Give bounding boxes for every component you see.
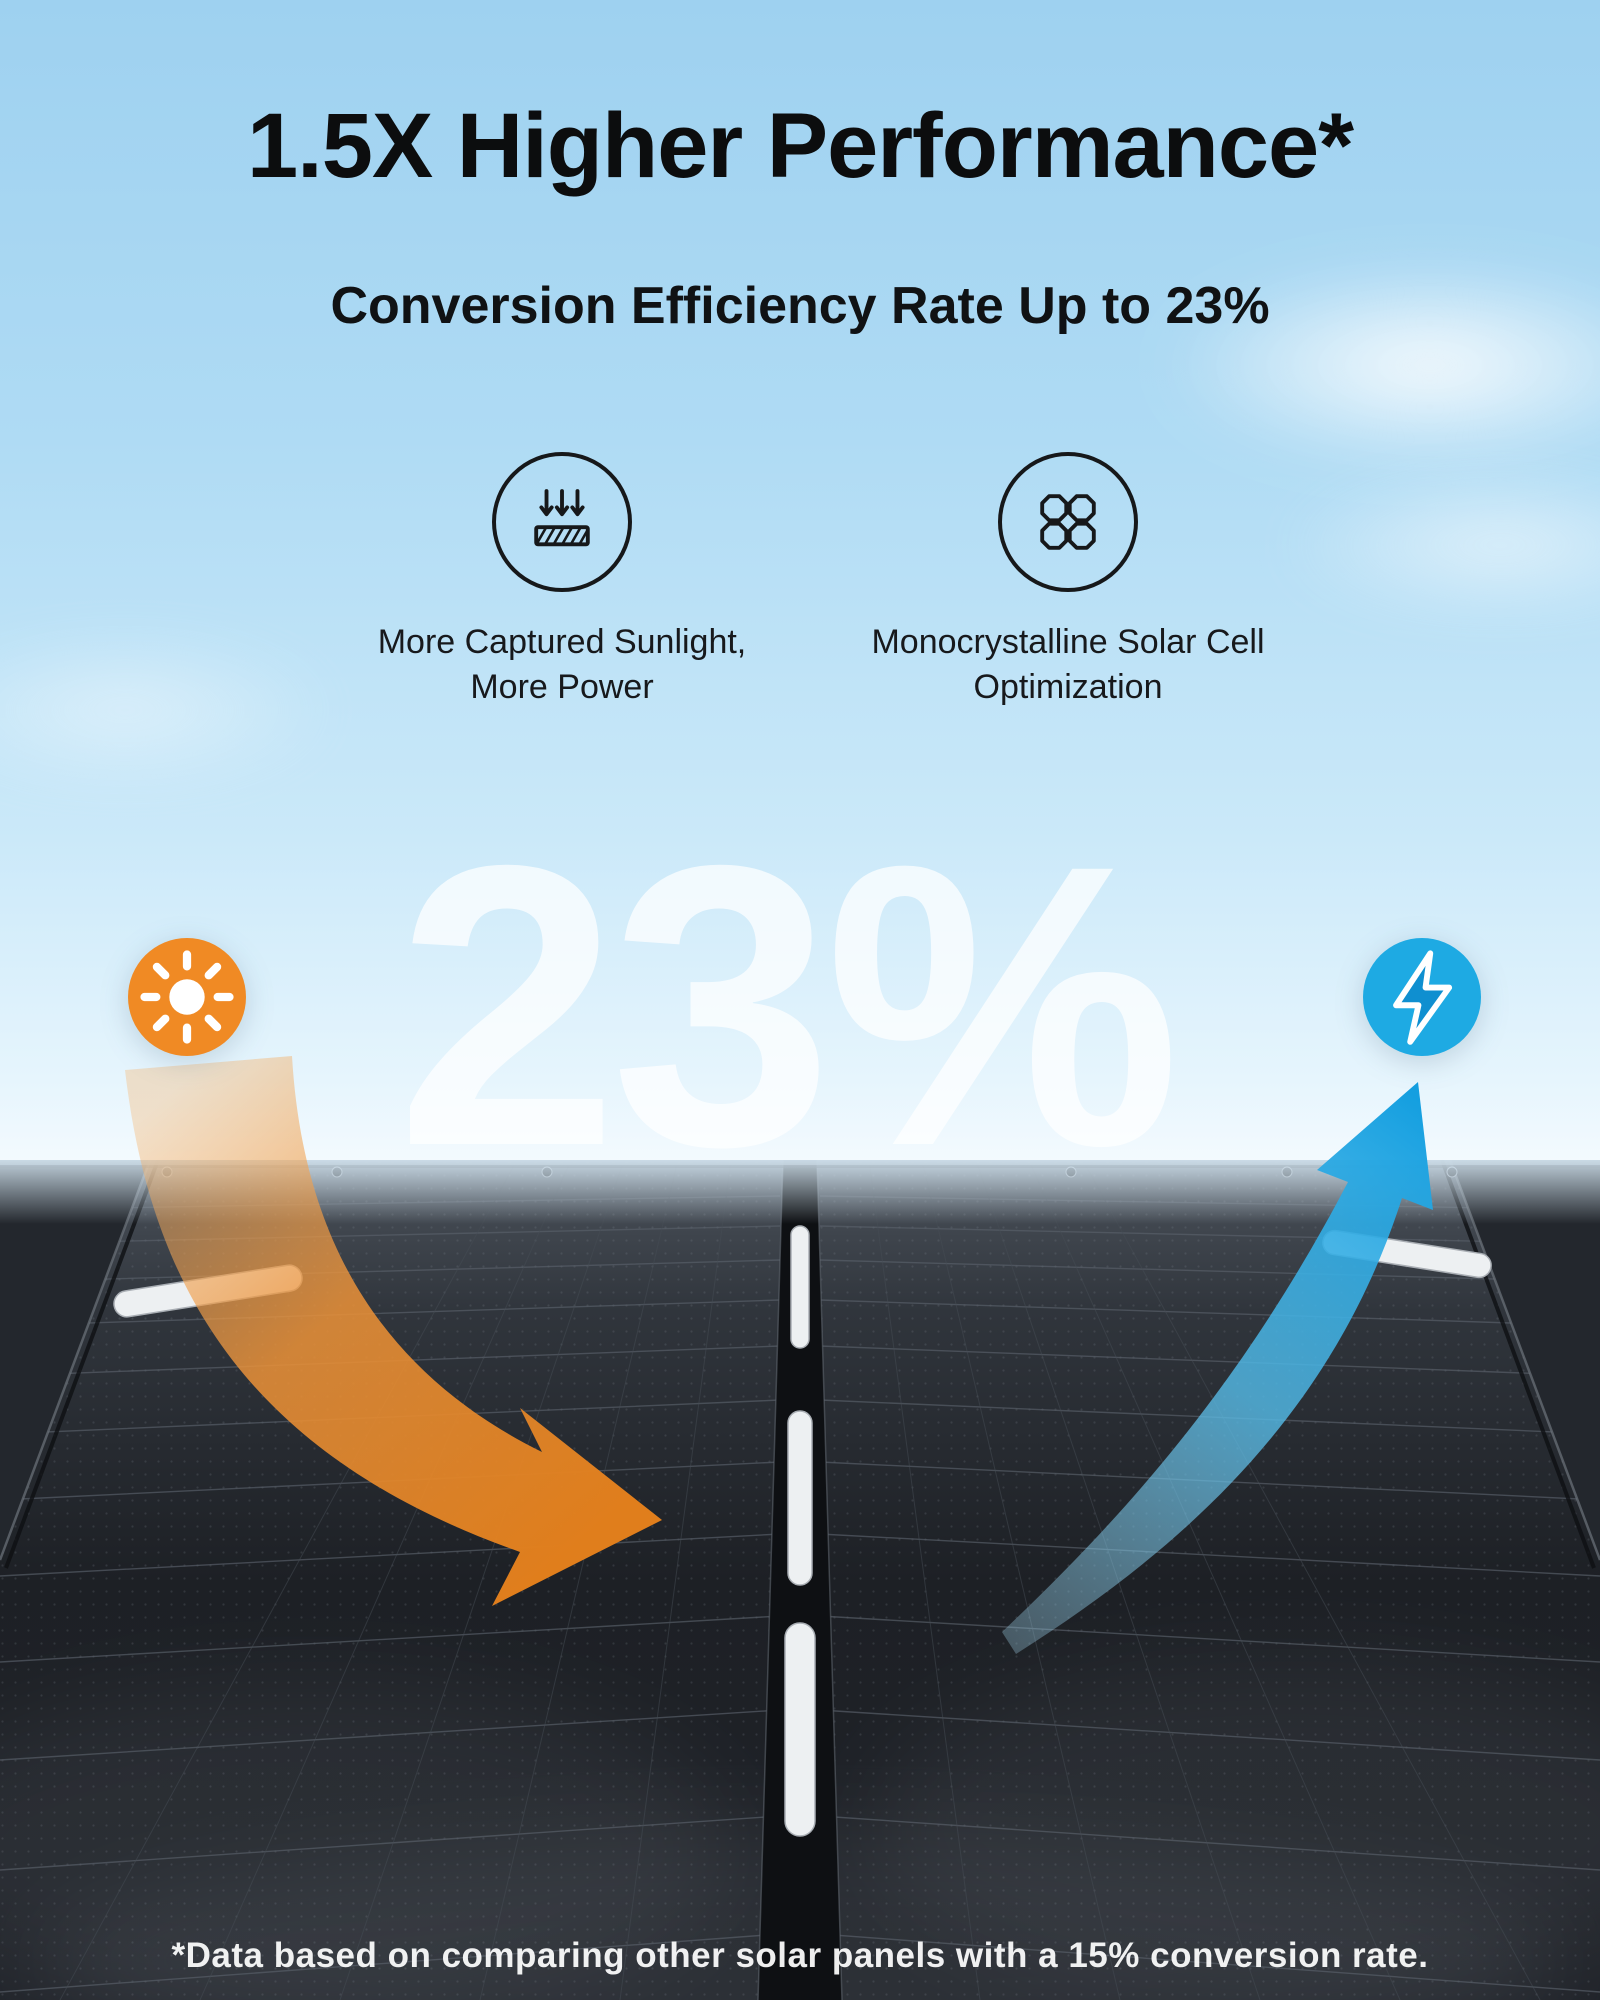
feature-caption-line: Monocrystalline Solar Cell	[871, 623, 1265, 661]
efficiency-watermark: 23%	[396, 782, 1181, 1229]
sun-icon	[140, 950, 234, 1044]
sunlight-capture-icon	[534, 489, 590, 547]
feature-sunlight: More Captured Sunlight, More Power	[302, 452, 822, 710]
cloud	[0, 630, 340, 790]
feature-caption: Monocrystalline Solar Cell Optimization	[808, 620, 1328, 710]
cloud	[1280, 470, 1600, 620]
feature-mono-cell: Monocrystalline Solar Cell Optimization	[808, 452, 1328, 710]
lightning-icon	[1393, 950, 1453, 1045]
feature-caption-line: More Captured Sunlight,	[377, 623, 747, 661]
solar-panel-photo	[0, 1160, 1600, 2000]
feature-caption-line: Optimization	[973, 667, 1163, 706]
feature-ring	[998, 452, 1138, 592]
feature-ring	[492, 452, 632, 592]
footnote: *Data based on comparing other solar pan…	[171, 1936, 1429, 1975]
page-subtitle: Conversion Efficiency Rate Up to 23%	[330, 277, 1270, 335]
page-title: 1.5X Higher Performance*	[246, 95, 1354, 197]
monocrystalline-cell-icon	[1040, 494, 1096, 550]
cloud	[1160, 260, 1600, 470]
bolt-badge	[1363, 938, 1481, 1056]
sun-badge	[128, 938, 246, 1056]
feature-caption: More Captured Sunlight, More Power	[302, 620, 822, 710]
feature-caption-line: More Power	[470, 667, 654, 706]
